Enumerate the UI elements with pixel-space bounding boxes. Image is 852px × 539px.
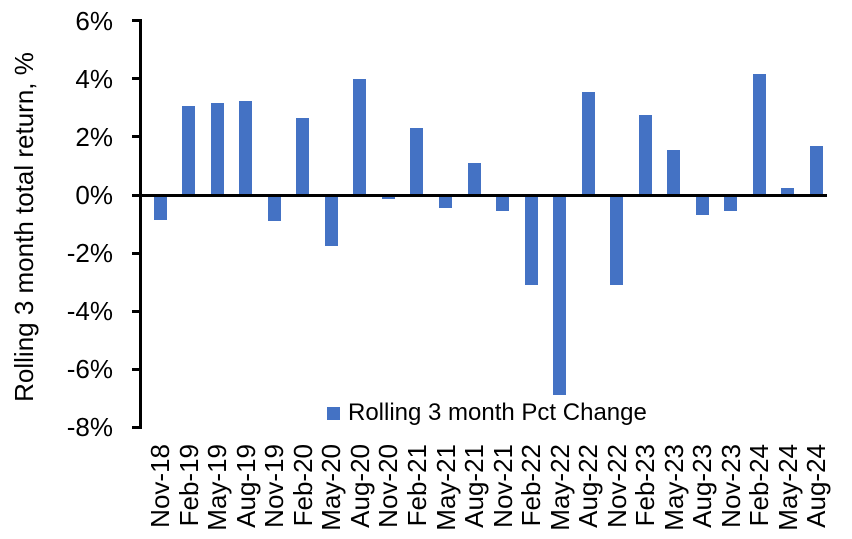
bar <box>496 195 510 211</box>
x-tick-label: Feb-22 <box>516 444 547 527</box>
x-tick-label: May-19 <box>202 444 233 531</box>
bar <box>153 195 167 220</box>
y-tick-label: -4% <box>66 296 113 327</box>
y-tick-mark <box>131 77 142 81</box>
x-tick-label: Feb-19 <box>173 444 204 527</box>
y-tick-mark <box>131 309 142 313</box>
bar <box>182 106 196 195</box>
x-tick-label: May-23 <box>658 444 689 531</box>
bar <box>553 195 567 396</box>
x-tick-label: May-22 <box>544 444 575 531</box>
y-tick-label: -6% <box>66 354 113 385</box>
bar <box>638 115 652 195</box>
y-tick-mark <box>131 367 142 371</box>
y-axis-title: Rolling 3 month total return, % <box>9 52 39 402</box>
bar <box>381 195 395 200</box>
y-tick-mark <box>131 19 142 23</box>
bar <box>296 118 310 195</box>
bar <box>353 78 367 195</box>
legend: Rolling 3 month Pct Change <box>327 399 647 427</box>
x-axis-zero-line <box>140 193 827 197</box>
x-tick-label: Nov-20 <box>373 444 404 528</box>
bar <box>610 195 624 286</box>
bar <box>267 195 281 222</box>
x-tick-label: Feb-21 <box>401 444 432 527</box>
x-tick-label: Aug-22 <box>573 444 604 528</box>
bar <box>239 100 253 195</box>
legend-label: Rolling 3 month Pct Change <box>348 399 647 426</box>
y-tick-label: -8% <box>66 412 113 443</box>
x-tick-label: Nov-21 <box>487 444 518 528</box>
bar <box>410 128 424 195</box>
y-tick-label: 2% <box>75 121 113 152</box>
y-axis-line <box>138 19 142 429</box>
y-tick-mark <box>131 193 142 197</box>
x-tick-label: Nov-23 <box>715 444 746 528</box>
bar <box>524 195 538 286</box>
x-tick-label: Feb-23 <box>630 444 661 527</box>
x-tick-label: Feb-24 <box>744 444 775 527</box>
legend-swatch-icon <box>327 406 340 420</box>
bar <box>781 187 795 195</box>
y-tick-label: -2% <box>66 238 113 269</box>
bar <box>695 195 709 216</box>
bar <box>324 195 338 246</box>
y-tick-mark <box>131 251 142 255</box>
y-tick-mark <box>131 425 142 429</box>
x-tick-label: Nov-19 <box>259 444 290 528</box>
x-tick-label: Feb-20 <box>287 444 318 527</box>
y-tick-mark <box>131 135 142 139</box>
y-tick-label: 0% <box>75 180 113 210</box>
x-tick-label: Nov-18 <box>145 444 176 528</box>
bar <box>581 91 595 195</box>
x-tick-label: May-21 <box>430 444 461 531</box>
bar <box>724 195 738 211</box>
bar <box>809 145 823 195</box>
x-tick-label: Nov-22 <box>601 444 632 528</box>
bar <box>667 149 681 195</box>
bar <box>752 74 766 195</box>
x-tick-label: Aug-23 <box>687 444 718 528</box>
bar <box>467 163 481 195</box>
x-tick-label: Aug-19 <box>230 444 261 528</box>
x-tick-label: May-24 <box>772 444 803 531</box>
x-tick-label: Aug-20 <box>344 444 375 528</box>
x-tick-label: Aug-21 <box>459 444 490 528</box>
y-tick-label: 4% <box>75 63 113 94</box>
x-tick-label: May-20 <box>316 444 347 531</box>
x-tick-label: Aug-24 <box>801 444 832 528</box>
bar <box>439 195 452 209</box>
y-tick-label: 6% <box>75 5 113 36</box>
bar <box>210 103 224 195</box>
